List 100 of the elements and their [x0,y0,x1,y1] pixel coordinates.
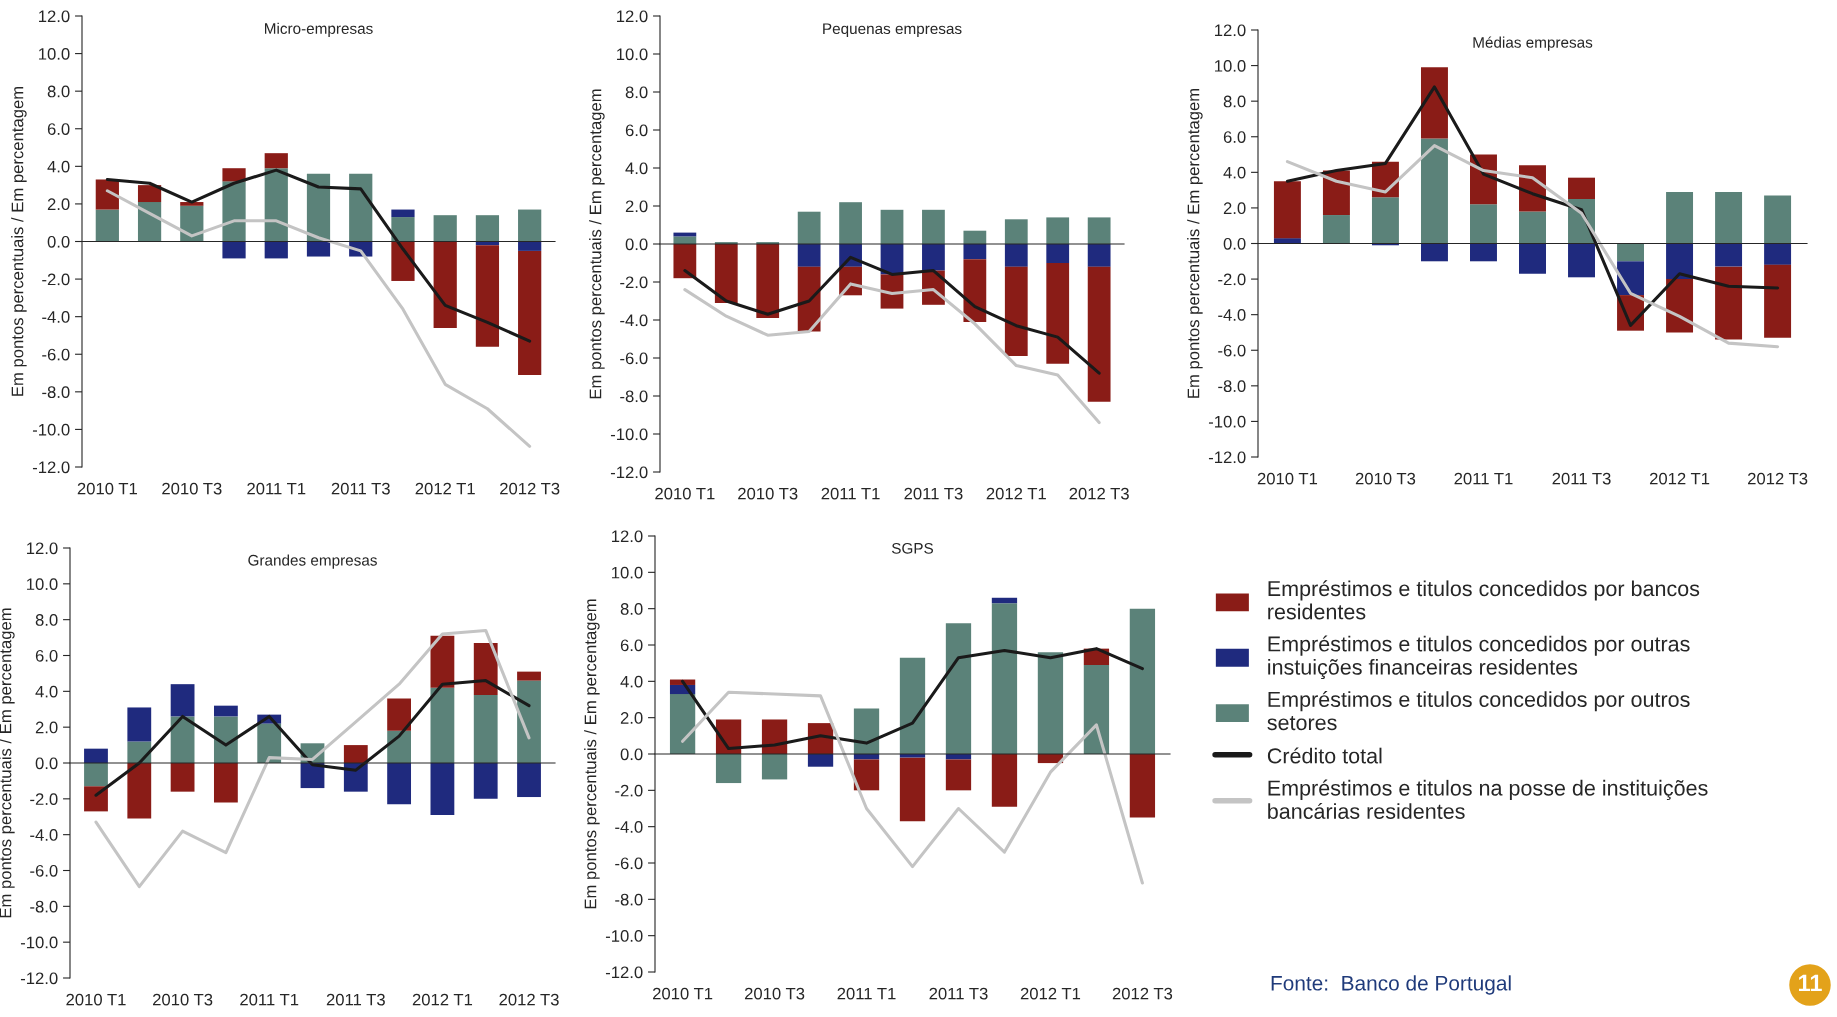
y-tick-label: 0.0 [1223,237,1246,250]
y-axis-title: Em pontos percentuais / Em percentagem [1187,88,1203,398]
legend-label: Empréstimos e titulos na posse de instituições bancárias residentes [1268,779,1708,819]
y-tick-label: 12.0 [39,10,70,23]
y-tick-label: 4.0 [1223,166,1246,179]
x-tick-label: 2012 T1 [1020,987,1081,1000]
y-tick-label: 4.0 [35,685,58,698]
x-tick-label: 2011 T1 [240,993,299,1006]
text: 11 [1799,974,1822,992]
chart-title: Grandes empresas [248,554,377,569]
y-axis-title: Em pontos percentuais / Em percentagem [11,86,27,396]
chart-title: Médias empresas [1473,36,1593,51]
legend-label: Crédito total [1267,747,1382,764]
x-tick-label: 2012 T1 [415,482,475,495]
y-tick-label: -4.0 [615,821,643,833]
x-tick-label: 2010 T1 [1257,472,1318,485]
x-tick-label: 2011 T1 [1454,472,1513,485]
y-tick-label: 0.0 [625,238,648,251]
x-tick-label: 2011 T1 [247,482,306,495]
y-tick-label: -12.0 [32,461,70,474]
legend-label: Empréstimos e titulos concedidos por bancos residentes [1268,580,1700,620]
y-tick-label: 8.0 [1223,95,1246,108]
y-tick-label: 4.0 [625,162,648,175]
y-tick-label: 10.0 [27,578,58,591]
x-tick-label: 2010 T3 [738,487,798,500]
y-tick-label: -8.0 [30,900,58,913]
y-axis-title: Em pontos percentuais / Em percentagem [584,599,600,909]
y-tick-label: -10.0 [605,930,643,942]
y-tick-label: 2.0 [625,200,648,213]
y-tick-label: -6.0 [42,348,70,361]
y-tick-label: 6.0 [1223,131,1246,143]
y-tick-label: -6.0 [1218,344,1246,357]
y-tick-label: 12.0 [1215,24,1246,37]
x-tick-label: 2011 T3 [904,487,963,500]
x-tick-label: 2010 T1 [77,482,137,495]
x-tick-label: 2010 T1 [653,987,713,1000]
y-tick-label: 8.0 [35,614,58,626]
y-axis-title: Em pontos percentuais / Em percentagem [589,89,605,399]
y-tick-label: 8.0 [620,603,643,615]
y-tick-label: -2.0 [30,793,58,806]
y-tick-label: -10.0 [610,428,648,441]
x-tick-label: 2010 T3 [162,482,222,495]
y-tick-label: -8.0 [42,386,70,399]
y-tick-label: -2.0 [615,784,643,797]
y-tick-label: 6.0 [625,124,648,137]
y-tick-label: 2.0 [1223,202,1246,215]
y-tick-label: -10.0 [32,423,70,436]
x-tick-label: 2010 T3 [153,993,213,1006]
x-tick-label: 2011 T3 [929,987,988,1000]
y-tick-label: 2.0 [620,712,643,724]
x-tick-label: 2011 T3 [326,993,385,1006]
y-tick-label: 0.0 [620,748,643,761]
y-tick-label: -6.0 [620,352,648,365]
y-tick-label: -6.0 [30,864,58,877]
x-tick-label: 2012 T3 [1069,487,1129,500]
y-tick-label: -4.0 [30,829,58,841]
y-tick-label: 8.0 [47,85,70,98]
y-tick-label: 6.0 [35,649,58,662]
y-tick-label: -4.0 [42,311,70,323]
x-tick-label: 2010 T1 [66,993,126,1006]
y-tick-label: 8.0 [625,86,648,99]
source-note: Fonte: Banco de Portugal [1271,975,1511,995]
x-tick-label: 2012 T1 [1649,472,1710,485]
y-tick-label: -12.0 [20,972,58,985]
y-tick-label: -2.0 [42,273,70,286]
y-tick-label: -8.0 [615,893,643,906]
y-tick-label: 12.0 [612,530,643,543]
y-tick-label: -10.0 [1208,415,1246,428]
chart-title: SGPS [891,542,934,554]
x-tick-label: 2010 T3 [1355,472,1416,485]
y-tick-label: -8.0 [620,390,648,403]
x-tick-label: 2012 T3 [500,482,560,495]
y-axis-title: Em pontos percentuais / Em percentagem [0,608,15,918]
y-tick-label: 10.0 [39,47,70,60]
y-tick-label: -4.0 [620,314,648,327]
legend-label: Empréstimos e titulos concedidos por outras instuições financeiras residentes [1268,635,1690,680]
x-tick-label: 2012 T1 [412,993,473,1006]
x-tick-label: 2011 T1 [821,487,880,500]
y-tick-label: 0.0 [35,757,58,770]
chart-title: Pequenas empresas [823,23,962,38]
x-tick-label: 2011 T1 [837,987,896,1000]
chart-title: Micro-empresas [265,22,373,38]
y-tick-label: -12.0 [605,966,643,979]
y-tick-label: -2.0 [1218,273,1246,286]
y-tick-label: -2.0 [620,276,648,289]
y-tick-label: 10.0 [1215,59,1246,72]
y-tick-label: -6.0 [615,857,643,870]
y-tick-label: 12.0 [617,10,648,23]
x-tick-label: 2010 T1 [655,487,715,500]
x-tick-label: 2011 T3 [331,482,390,495]
y-tick-label: -8.0 [1218,380,1246,393]
y-tick-label: -12.0 [1208,451,1246,464]
x-tick-label: 2010 T3 [744,987,805,1000]
y-tick-label: 2.0 [47,198,70,211]
x-tick-label: 2012 T1 [986,487,1046,500]
y-tick-label: -12.0 [610,466,648,479]
x-tick-label: 2012 T3 [499,993,559,1006]
y-tick-label: 10.0 [617,48,648,61]
y-tick-label: 4.0 [620,675,643,688]
y-tick-label: 6.0 [620,639,643,652]
